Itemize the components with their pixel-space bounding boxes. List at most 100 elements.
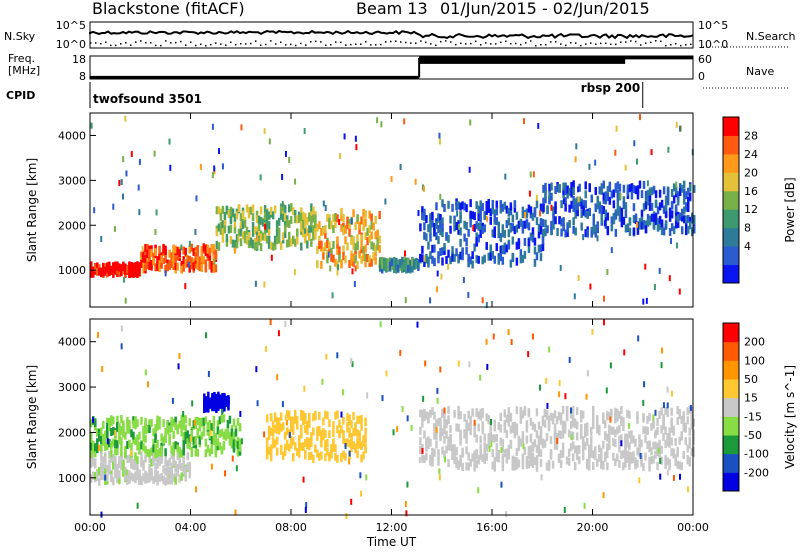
data-cell xyxy=(487,204,490,213)
data-cell xyxy=(620,405,623,414)
data-cell xyxy=(366,237,369,246)
data-cell xyxy=(551,460,555,469)
data-cell xyxy=(438,474,441,481)
data-cell xyxy=(164,270,167,277)
data-cell xyxy=(515,257,519,266)
data-cell xyxy=(572,225,575,234)
data-cell xyxy=(668,427,671,436)
data-cell xyxy=(154,228,157,235)
nsearch-point xyxy=(645,42,647,44)
data-cell xyxy=(449,256,452,265)
data-cell xyxy=(330,247,333,256)
data-cell xyxy=(378,235,381,244)
data-cell xyxy=(616,200,620,209)
data-cell xyxy=(298,443,301,452)
data-cell xyxy=(358,221,361,230)
nsearch-point xyxy=(195,44,197,47)
data-cell xyxy=(622,450,625,459)
nsearch-point xyxy=(665,44,667,47)
data-cell xyxy=(90,269,93,278)
data-cell xyxy=(112,265,115,274)
data-cell xyxy=(468,166,471,173)
nsearch-point xyxy=(290,43,292,46)
data-cell xyxy=(90,459,93,468)
data-cell xyxy=(144,254,147,263)
data-cell xyxy=(557,412,561,421)
data-cell xyxy=(513,428,517,437)
data-cell xyxy=(588,184,591,193)
data-cell xyxy=(495,243,499,252)
data-cell xyxy=(401,405,404,412)
data-cell xyxy=(433,222,436,231)
data-cell xyxy=(559,416,563,425)
data-cell xyxy=(517,442,521,451)
data-cell xyxy=(437,451,440,460)
nsearch-point xyxy=(245,43,247,45)
data-cell xyxy=(437,255,440,264)
data-cell xyxy=(144,475,147,484)
data-cell xyxy=(465,238,468,247)
data-cell xyxy=(628,451,631,460)
data-cell xyxy=(304,213,307,222)
data-cell xyxy=(271,420,275,429)
data-cell xyxy=(231,239,235,248)
data-cell xyxy=(656,462,659,471)
colorbar-segment xyxy=(723,246,739,266)
data-cell xyxy=(174,441,177,450)
data-cell xyxy=(441,217,444,226)
data-cell xyxy=(118,423,121,432)
data-cell xyxy=(678,183,682,192)
nsearch-point xyxy=(500,41,502,44)
data-cell xyxy=(527,222,531,231)
data-cell xyxy=(202,417,206,426)
data-cell xyxy=(581,440,585,449)
data-cell xyxy=(364,417,367,426)
data-cell xyxy=(684,227,688,236)
data-cell xyxy=(176,464,179,473)
data-cell xyxy=(102,420,105,429)
data-cell xyxy=(350,257,353,266)
data-cell xyxy=(206,422,210,431)
data-cell xyxy=(471,211,474,220)
data-cell xyxy=(348,450,351,457)
nsearch-point xyxy=(125,42,127,44)
data-cell xyxy=(176,252,179,261)
data-cell xyxy=(350,218,353,225)
data-cell xyxy=(212,429,216,438)
data-cell xyxy=(108,439,111,448)
data-cell xyxy=(312,454,315,463)
data-cell xyxy=(392,429,395,436)
nsearch-point xyxy=(565,44,567,47)
data-cell xyxy=(104,477,107,486)
data-cell xyxy=(519,249,523,258)
data-cell xyxy=(285,410,289,419)
data-cell xyxy=(504,173,507,180)
data-cell xyxy=(575,452,579,461)
data-cell xyxy=(118,476,121,485)
data-cell xyxy=(287,443,291,452)
data-cell xyxy=(289,424,293,433)
data-cell xyxy=(154,462,157,471)
data-cell xyxy=(664,426,667,435)
data-cell xyxy=(511,462,515,471)
data-cell xyxy=(666,192,670,201)
data-cell xyxy=(688,427,691,436)
data-cell xyxy=(648,194,652,203)
data-cell xyxy=(473,243,476,252)
data-cell xyxy=(182,466,185,475)
data-cell xyxy=(342,214,345,223)
data-cell xyxy=(195,195,198,202)
data-cell xyxy=(521,254,525,263)
data-cell xyxy=(467,258,470,267)
data-cell xyxy=(535,463,539,472)
data-cell xyxy=(465,221,468,230)
data-cell xyxy=(648,202,652,211)
data-cell xyxy=(100,472,103,481)
data-cell xyxy=(368,255,371,264)
data-cell xyxy=(154,433,157,442)
nsearch-point xyxy=(270,40,272,42)
data-cell xyxy=(332,438,335,447)
data-cell xyxy=(693,225,696,234)
data-cell xyxy=(346,438,349,447)
data-cell xyxy=(211,123,214,130)
